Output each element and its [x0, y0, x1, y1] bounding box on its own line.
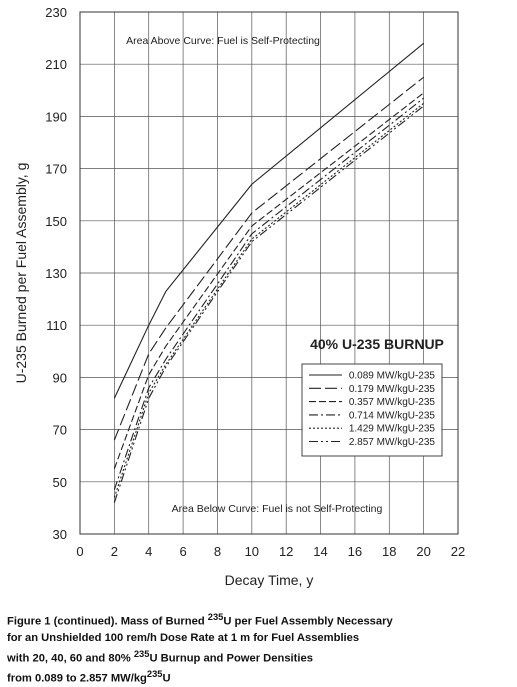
legend-entry-label: 2.857 MW/kgU-235 — [349, 437, 436, 448]
chart: 0 2 4 6 8 10 12 14 16 18 20 22 30 50 70 90 110 130 150 170 1… — [13, 5, 465, 588]
y-tick-label: 230 — [45, 5, 67, 20]
x-tick-label: 18 — [382, 544, 396, 559]
x-tick-label: 22 — [451, 544, 465, 559]
y-tick-label: 90 — [53, 370, 67, 385]
legend-entry-label: 0.714 MW/kgU-235 — [349, 410, 436, 421]
x-tick-label: 2 — [111, 544, 118, 559]
legend-entry-label: 1.429 MW/kgU-235 — [349, 424, 436, 435]
legend-entry-label: 0.089 MW/kgU-235 — [349, 371, 436, 382]
x-tick-label: 4 — [145, 544, 152, 559]
series-line — [113, 97, 424, 490]
y-tick-label: 190 — [45, 109, 67, 124]
series-line — [113, 105, 424, 503]
series-lines — [113, 42, 424, 503]
figure-caption: Figure 1 (continued). Mass of Burned 235… — [7, 609, 515, 687]
series-line — [113, 102, 424, 498]
caption-line-4: from 0.089 to 2.857 MW/kg235U — [7, 669, 171, 686]
caption-line-2: for an Unshielded 100 rem/h Dose Rate at… — [7, 631, 360, 644]
y-axis-label: U-235 Burned per Fuel Assembly, g — [13, 163, 29, 384]
legend-entry-label: 0.357 MW/kgU-235 — [349, 397, 436, 408]
gridlines — [80, 12, 458, 534]
plot-area-frame — [79, 11, 459, 535]
legend: 0.089 MW/kgU-235 0.179 MW/kgU-235 0.357 MW… — [301, 363, 443, 457]
series-line — [113, 92, 424, 469]
y-tick-label: 50 — [53, 475, 67, 490]
annotation-above-curve: Area Above Curve: Fuel is Self-Protectin… — [126, 35, 320, 47]
series-line — [113, 42, 424, 399]
annotation-below-curve: Area Below Curve: Fuel is not Self-Prote… — [172, 503, 383, 515]
x-axis-label: Decay Time, y — [225, 572, 314, 588]
x-tick-label: 16 — [348, 544, 362, 559]
y-tick-label: 130 — [45, 266, 67, 281]
y-tick-label: 110 — [46, 318, 67, 333]
legend-title: 40% U-235 BURNUP — [310, 336, 444, 352]
caption-line-3: with 20, 40, 60 and 80% 235U Burnup and … — [7, 648, 313, 665]
legend-entry-label: 0.179 MW/kgU-235 — [349, 384, 436, 395]
x-tick-label: 14 — [313, 544, 327, 559]
x-tick-label: 8 — [214, 544, 221, 559]
caption-line-1: Figure 1 (continued). Mass of Burned 235… — [7, 612, 393, 628]
x-tick-label: 10 — [245, 544, 259, 559]
x-tick-label: 0 — [76, 544, 83, 559]
y-tick-label: 170 — [45, 162, 67, 177]
y-tick-label: 70 — [53, 423, 67, 438]
series-line — [113, 76, 424, 441]
legend-box — [301, 363, 443, 457]
x-tick-label: 20 — [416, 544, 430, 559]
y-tick-label: 150 — [45, 214, 67, 229]
x-tick-label: 12 — [279, 544, 293, 559]
tick-labels: 0 2 4 6 8 10 12 14 16 18 20 22 30 50 70 90 110 130 150 170 1… — [45, 5, 465, 559]
x-tick-label: 6 — [179, 544, 186, 559]
y-tick-label: 210 — [45, 57, 67, 72]
y-tick-label: 30 — [53, 527, 67, 542]
